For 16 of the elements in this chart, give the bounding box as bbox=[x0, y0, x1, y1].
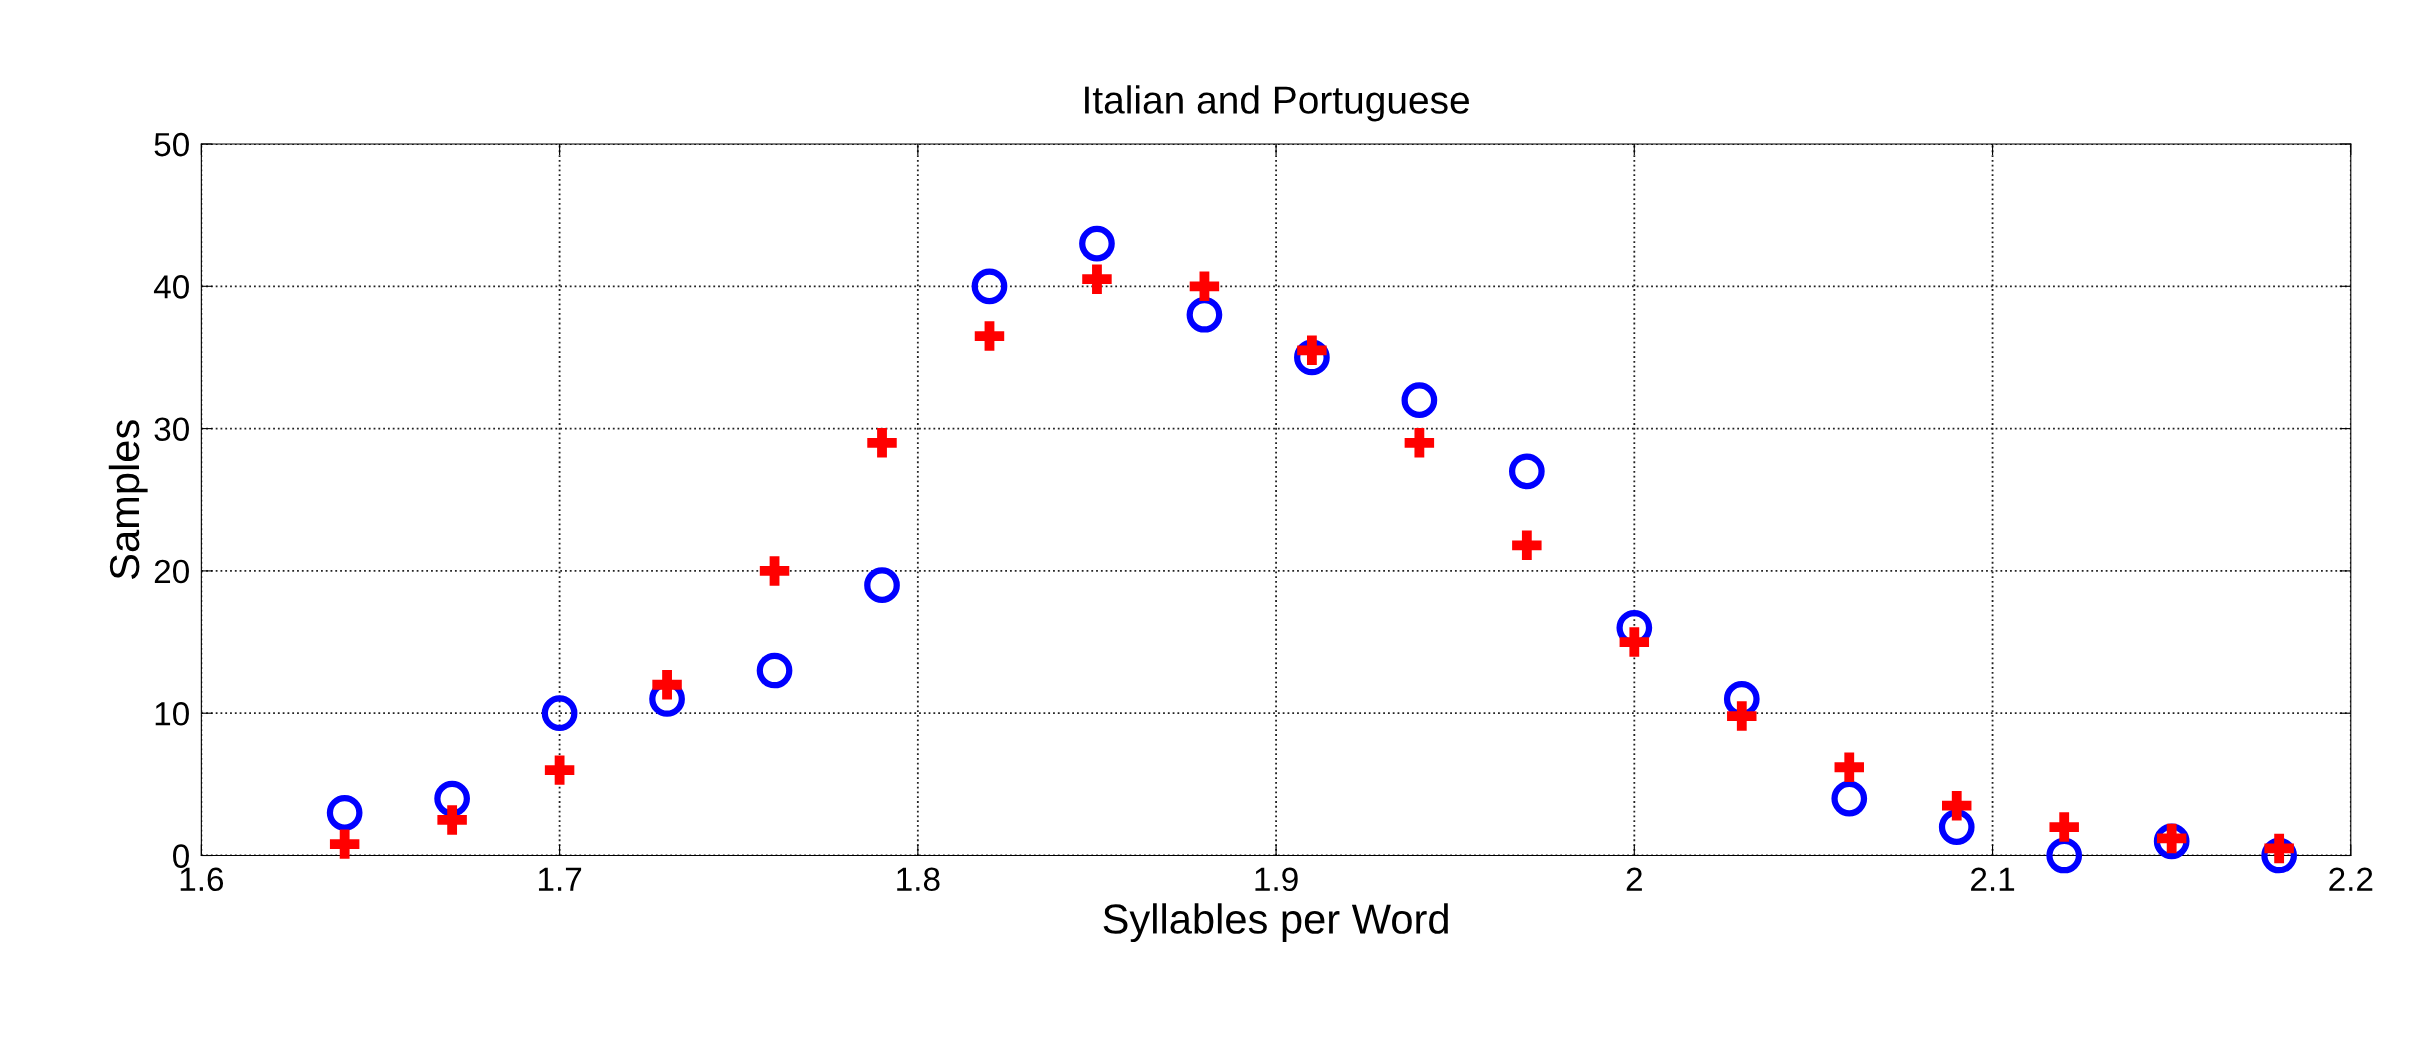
x-tick-label: 2.2 bbox=[2329, 867, 2373, 891]
y-tick-label: 10 bbox=[155, 702, 189, 726]
y-tick-label: 50 bbox=[154, 132, 189, 157]
x-tick-label: 2 bbox=[1626, 867, 1642, 891]
y-tick-label: 30 bbox=[154, 417, 189, 441]
y-tick-label: 20 bbox=[154, 559, 189, 584]
x-tick-label: 1.7 bbox=[538, 867, 582, 891]
y-tick-label: 0 bbox=[173, 844, 189, 868]
x-tick-label: 1.8 bbox=[897, 867, 940, 892]
chart-title: Italian and Portuguese bbox=[1085, 85, 1469, 122]
x-axis-title: Syllables per Word bbox=[1103, 903, 1448, 943]
y-tick-label: 40 bbox=[153, 275, 189, 299]
x-tick-label: 1.9 bbox=[1255, 867, 1298, 892]
x-tick-label: 1.6 bbox=[180, 867, 224, 892]
x-tick-label: 2.1 bbox=[1971, 867, 2015, 891]
y-axis-title: Samples bbox=[108, 420, 148, 579]
